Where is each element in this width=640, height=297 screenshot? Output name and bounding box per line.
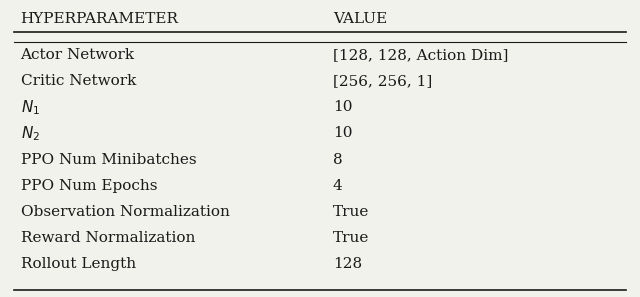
Text: Reward Normalization: Reward Normalization: [20, 231, 195, 245]
Text: [128, 128, Action Dim]: [128, 128, Action Dim]: [333, 48, 508, 62]
Text: VALUE: VALUE: [333, 12, 387, 26]
Text: $N_1$: $N_1$: [20, 98, 40, 117]
Text: 10: 10: [333, 127, 352, 140]
Text: True: True: [333, 205, 369, 219]
Text: Actor Network: Actor Network: [20, 48, 134, 62]
Text: Observation Normalization: Observation Normalization: [20, 205, 229, 219]
Text: 10: 10: [333, 100, 352, 114]
Text: 8: 8: [333, 153, 342, 167]
Text: PPO Num Epochs: PPO Num Epochs: [20, 179, 157, 193]
Text: Critic Network: Critic Network: [20, 74, 136, 88]
Text: Rollout Length: Rollout Length: [20, 257, 136, 271]
Text: $N_2$: $N_2$: [20, 124, 40, 143]
Text: PPO Num Minibatches: PPO Num Minibatches: [20, 153, 196, 167]
Text: True: True: [333, 231, 369, 245]
Text: HYPERPARAMETER: HYPERPARAMETER: [20, 12, 179, 26]
Text: 128: 128: [333, 257, 362, 271]
Text: 4: 4: [333, 179, 342, 193]
Text: [256, 256, 1]: [256, 256, 1]: [333, 74, 432, 88]
